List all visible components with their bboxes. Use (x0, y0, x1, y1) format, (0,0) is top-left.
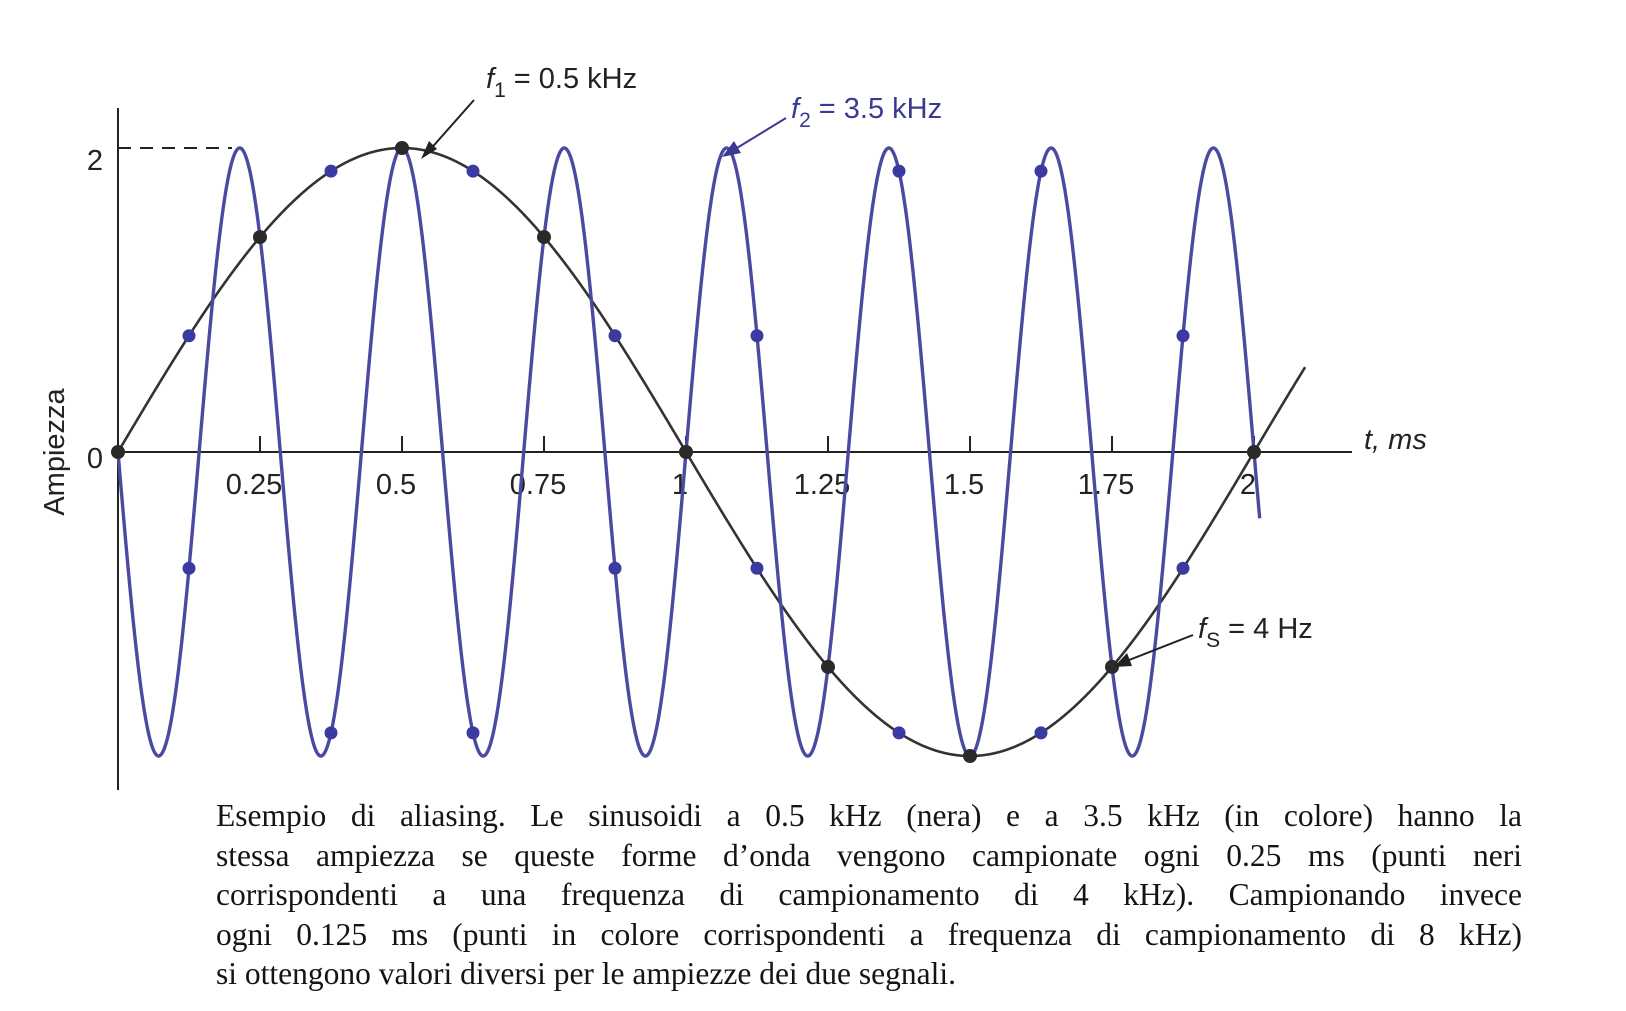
caption-line: si ottengono valori diversi per le ampie… (216, 956, 957, 991)
sample-point-4khz (1105, 659, 1119, 674)
f2-label: f2 = 3.5 kHz (791, 93, 942, 132)
caption-line: corrispondenti a una frequenza di campio… (216, 877, 1522, 912)
x-axis-label: t, ms (1364, 424, 1427, 456)
sample-point-8khz (750, 561, 764, 575)
sample-point-8khz (182, 561, 196, 575)
f2-label-f: f (791, 93, 802, 125)
figure-caption: Esempio di aliasing. Le sinusoidi a 0.5 … (216, 796, 1522, 994)
sample-point-8khz (1034, 164, 1048, 178)
sample-point-4khz (253, 230, 267, 245)
sample-point-8khz (182, 329, 196, 343)
sample-point-8khz (466, 726, 480, 740)
caption-line: ogni 0.125 ms (punti in colore corrispon… (216, 916, 1522, 952)
f1-label-sub: 1 (494, 79, 506, 102)
f2-arrowhead (722, 141, 741, 157)
sample-point-4khz (395, 141, 409, 155)
sample-point-8khz (1176, 561, 1190, 575)
f1-label: f1 = 0.5 kHz (486, 63, 637, 102)
sample-point-8khz (1176, 329, 1190, 343)
fs-label: fS = 4 Hz (1198, 613, 1313, 652)
sample-point-4khz (679, 445, 693, 459)
fs-arrowhead (1114, 653, 1132, 667)
sample-point-8khz (892, 726, 906, 740)
x-ticks: 0.25 0.5 0.75 1 1.25 1.5 1.75 2 (226, 436, 1256, 501)
curves (116, 146, 1307, 758)
sample-point-8khz (892, 164, 906, 178)
sample-point-4khz (537, 230, 551, 245)
sample-point-4khz (963, 749, 977, 763)
sample-point-8khz (608, 329, 622, 343)
fs-arrow (1123, 634, 1194, 663)
fs-label-sub: S (1206, 629, 1220, 652)
y-tick-label: 0 (87, 443, 103, 475)
x-tick-label: 1.75 (1078, 469, 1134, 501)
sample-point-8khz (750, 329, 764, 343)
series-f2-curve (116, 146, 1262, 758)
x-tick-label: 0.25 (226, 469, 282, 501)
sample-point-8khz (324, 726, 338, 740)
y-tick-labels: 2 0 (87, 145, 103, 475)
x-tick-label: 2 (1240, 469, 1256, 501)
f2-label-value: = 3.5 kHz (811, 93, 942, 125)
y-axis-label: Ampiezza (39, 387, 71, 515)
sample-point-8khz (608, 561, 622, 575)
sample-point-4khz (821, 659, 835, 674)
caption-line: stessa ampiezza se queste forme d’onda v… (216, 837, 1522, 873)
caption-line: Esempio di aliasing. Le sinusoidi a 0.5 … (216, 798, 1522, 833)
f1-arrow (427, 99, 475, 153)
f1-arrowhead (421, 141, 437, 159)
x-tick-label: 1.25 (794, 469, 850, 501)
sample-point-8khz (466, 164, 480, 178)
f2-arrow (731, 117, 787, 152)
sample-point-4khz (1247, 445, 1261, 459)
sample-point-4khz (111, 445, 125, 459)
f2-label-sub: 2 (799, 109, 811, 132)
x-tick-label: 1.5 (944, 469, 984, 501)
fs-label-f: f (1198, 613, 1209, 645)
sample-point-8khz (324, 164, 338, 178)
fs-label-value: = 4 Hz (1220, 613, 1313, 645)
series-f1-curve (116, 146, 1307, 758)
y-tick-label: 2 (87, 145, 103, 177)
f1-label-value: = 0.5 kHz (506, 63, 637, 95)
sample-point-8khz (1034, 726, 1048, 740)
f1-label-f: f (486, 63, 497, 95)
annotations: f1 = 0.5 kHz f2 = 3.5 kHz fS = 4 Hz (421, 63, 1313, 667)
sample-points (111, 141, 1261, 763)
x-tick-label: 0.5 (376, 469, 416, 501)
